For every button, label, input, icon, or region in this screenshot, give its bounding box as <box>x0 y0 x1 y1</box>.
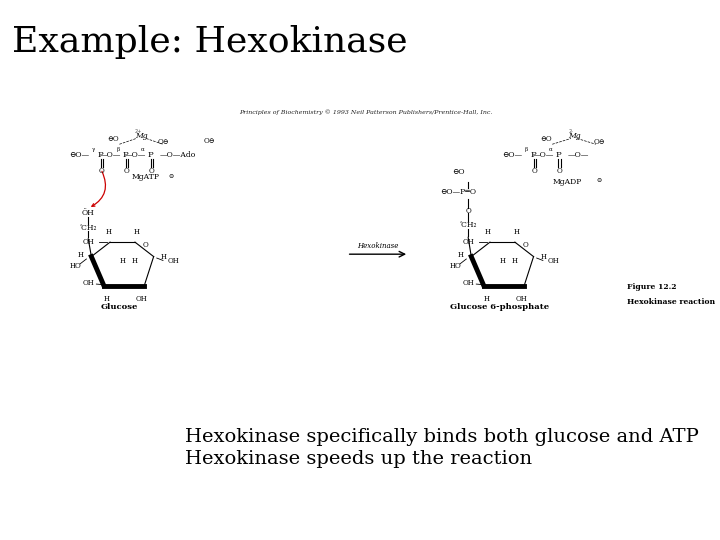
Text: Hexokinase reaction: Hexokinase reaction <box>627 298 715 306</box>
Text: O: O <box>143 240 148 248</box>
Text: H: H <box>78 251 84 259</box>
Text: ⊖O: ⊖O <box>453 168 465 176</box>
Text: ⊖O—P═O: ⊖O—P═O <box>440 187 476 195</box>
Text: Figure 12.2: Figure 12.2 <box>627 283 677 291</box>
Text: H: H <box>541 253 547 261</box>
Text: β: β <box>524 147 528 152</box>
Text: O⊖: O⊖ <box>593 138 605 146</box>
Text: HO: HO <box>450 262 462 270</box>
Text: OH: OH <box>463 279 474 287</box>
Text: P: P <box>148 151 153 159</box>
Text: —O—: —O— <box>568 151 589 159</box>
FancyArrowPatch shape <box>92 171 105 206</box>
Text: H: H <box>500 258 505 266</box>
Text: O: O <box>99 167 105 175</box>
Text: —O—: —O— <box>125 151 145 159</box>
Text: —O—: —O— <box>99 151 121 159</box>
Text: OH: OH <box>516 295 527 303</box>
Text: H: H <box>514 228 520 237</box>
Text: Mg: Mg <box>135 132 148 140</box>
Text: H: H <box>134 228 140 237</box>
Text: O: O <box>149 167 155 175</box>
Text: —O—Ado: —O—Ado <box>160 151 196 159</box>
Text: P: P <box>531 151 536 159</box>
Text: MgATP: MgATP <box>132 173 160 181</box>
Text: MgADP: MgADP <box>552 178 582 186</box>
Text: γ: γ <box>91 147 95 152</box>
Text: O: O <box>557 167 562 175</box>
Text: OH: OH <box>463 238 474 246</box>
Text: ⊖O: ⊖O <box>107 136 119 144</box>
Text: OH: OH <box>83 238 94 246</box>
Text: Glucose: Glucose <box>101 303 138 311</box>
Text: P: P <box>98 151 104 159</box>
Text: ⊖O—: ⊖O— <box>503 151 523 159</box>
Text: Principles of Biochemistry © 1993 Neil Patterson Publishers/Prentice-Hall, Inc.: Principles of Biochemistry © 1993 Neil P… <box>239 110 492 115</box>
Text: 2-: 2- <box>569 129 573 134</box>
Text: O⊖: O⊖ <box>204 137 215 145</box>
Text: Mg: Mg <box>568 132 580 140</box>
Text: Glucose 6-phosphate: Glucose 6-phosphate <box>450 303 549 311</box>
Text: ÖH: ÖH <box>82 209 94 217</box>
Text: ⊖: ⊖ <box>596 178 602 183</box>
Text: OH: OH <box>167 258 179 266</box>
Text: H: H <box>512 258 518 266</box>
Text: P: P <box>556 151 562 159</box>
Text: OH: OH <box>547 258 559 266</box>
Text: H: H <box>120 258 125 266</box>
Text: OH: OH <box>135 295 147 303</box>
Text: O: O <box>465 207 471 215</box>
Text: P: P <box>123 151 128 159</box>
Text: H: H <box>161 253 167 261</box>
Text: H: H <box>105 228 111 237</box>
Text: Hexokinase speeds up the reaction: Hexokinase speeds up the reaction <box>185 450 532 468</box>
Text: α: α <box>549 147 553 152</box>
Text: O: O <box>523 240 528 248</box>
Text: HO: HO <box>70 262 81 270</box>
Text: 2+: 2+ <box>135 129 142 134</box>
Text: Example: Hexokinase: Example: Hexokinase <box>12 25 408 59</box>
Text: β: β <box>117 147 120 152</box>
Text: ⊖O—: ⊖O— <box>70 151 90 159</box>
Text: H: H <box>485 228 491 237</box>
Text: H: H <box>132 258 138 266</box>
Text: ⊖O: ⊖O <box>540 136 552 144</box>
Text: O: O <box>532 167 538 175</box>
Text: ⊖: ⊖ <box>168 173 174 179</box>
Text: α: α <box>141 147 145 152</box>
Text: ʹCH₂: ʹCH₂ <box>459 221 477 229</box>
Text: O: O <box>124 167 130 175</box>
Text: Hexokinase specifically binds both glucose and ATP: Hexokinase specifically binds both gluco… <box>185 428 699 446</box>
Text: H: H <box>458 251 464 259</box>
Text: Hexokinase: Hexokinase <box>357 241 399 249</box>
Text: H: H <box>104 295 110 303</box>
Text: OH: OH <box>83 279 94 287</box>
Text: —O—: —O— <box>532 151 554 159</box>
Text: ʹCH₂: ʹCH₂ <box>79 224 97 232</box>
Text: H: H <box>484 295 490 303</box>
Text: O⊖: O⊖ <box>157 138 168 146</box>
